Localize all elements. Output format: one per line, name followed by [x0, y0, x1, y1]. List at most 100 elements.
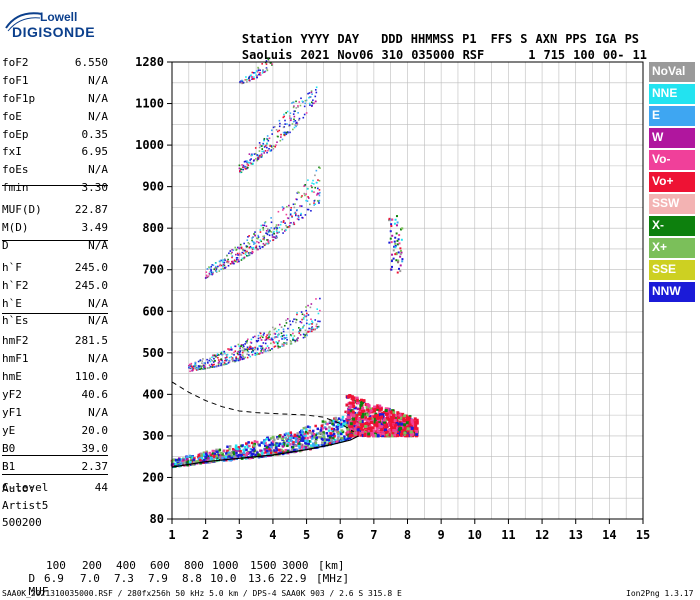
echo-point	[241, 79, 243, 82]
echo-point	[233, 259, 236, 262]
echo-point	[394, 244, 397, 247]
param-value: 3.49	[81, 221, 109, 235]
echo-point	[318, 202, 320, 204]
echo-point	[296, 209, 298, 211]
echo-point	[266, 239, 268, 241]
echo-point	[302, 116, 305, 119]
echo-point	[310, 210, 312, 212]
echo-point	[339, 430, 342, 434]
echo-point	[221, 364, 224, 366]
echo-point	[240, 247, 243, 250]
echo-point	[305, 193, 307, 195]
echo-point	[250, 347, 252, 350]
echo-point	[223, 350, 225, 353]
echo-point	[324, 422, 328, 425]
echo-point	[195, 460, 198, 463]
echo-point	[276, 227, 278, 230]
echo-point	[282, 442, 285, 446]
echo-point	[209, 360, 212, 363]
echo-point	[310, 91, 313, 94]
echo-point	[205, 454, 209, 457]
echo-point	[301, 327, 304, 329]
param-label: h`Es	[2, 314, 29, 328]
echo-point	[352, 415, 356, 419]
echo-point	[249, 245, 252, 248]
muf-row: MUF	[2, 572, 49, 600]
echo-point	[275, 341, 278, 343]
echo-point	[268, 338, 270, 341]
echo-point	[318, 199, 321, 202]
echo-point	[251, 248, 254, 250]
echo-point	[316, 194, 318, 196]
echo-point	[256, 76, 258, 79]
echo-point	[394, 242, 397, 245]
echo-point	[215, 448, 218, 452]
echo-point	[248, 79, 250, 81]
echo-point	[278, 339, 280, 342]
param-label: MUF(D)	[2, 203, 42, 217]
auto-label: Auto:	[2, 482, 36, 495]
echo-point	[290, 206, 292, 209]
echo-point	[210, 363, 213, 366]
echo-point	[390, 223, 393, 226]
hdr-label-station: Station	[241, 32, 293, 46]
echo-point	[223, 258, 226, 260]
echo-point	[403, 414, 407, 418]
x-tick-label: 4	[269, 528, 276, 542]
echo-point	[231, 256, 233, 259]
echo-point	[361, 415, 365, 419]
echo-point	[230, 451, 233, 455]
echo-point	[256, 353, 258, 356]
echo-point	[237, 353, 239, 356]
echo-point	[231, 447, 235, 451]
echo-point	[225, 452, 228, 455]
distance-label: D	[28, 572, 36, 585]
echo-point	[391, 409, 395, 413]
echo-point	[244, 79, 247, 81]
echo-point	[389, 218, 392, 221]
echo-point	[264, 243, 267, 246]
echo-point	[188, 365, 191, 368]
chart-curves	[171, 381, 359, 468]
echo-point	[351, 410, 355, 414]
echo-point	[269, 330, 271, 333]
echo-point	[245, 254, 248, 257]
echo-point	[197, 454, 200, 457]
echo-point	[221, 361, 224, 363]
echo-point	[239, 82, 241, 84]
echo-point	[239, 349, 242, 352]
echo-point	[265, 338, 268, 341]
echo-point	[253, 243, 255, 245]
echo-point	[375, 407, 379, 411]
echo-point	[392, 411, 396, 415]
echo-point	[253, 233, 255, 235]
echo-point	[208, 272, 211, 275]
echo-point	[261, 246, 264, 248]
echo-point	[332, 432, 336, 436]
echo-point	[267, 452, 270, 456]
echo-point	[263, 222, 266, 224]
echo-point	[364, 402, 368, 406]
echo-point	[218, 456, 221, 459]
echo-point	[296, 313, 298, 316]
echo-point	[240, 259, 243, 261]
echo-point	[220, 451, 223, 455]
echo-point	[288, 443, 291, 446]
echo-point	[308, 330, 311, 333]
echo-point	[311, 330, 313, 333]
echo-point	[318, 189, 321, 191]
echo-point	[253, 440, 257, 443]
echo-point	[267, 347, 270, 349]
echo-point	[350, 433, 354, 437]
echo-point	[285, 224, 287, 227]
echo-point	[211, 356, 213, 359]
param-row: h`Es N/A	[2, 314, 108, 332]
echo-point	[397, 260, 400, 263]
echo-point	[214, 359, 216, 362]
echo-point	[285, 432, 288, 435]
echo-point	[254, 354, 257, 356]
echo-point	[388, 241, 391, 244]
param-divider	[2, 185, 108, 186]
echo-point	[380, 426, 384, 430]
echo-point	[270, 129, 273, 132]
